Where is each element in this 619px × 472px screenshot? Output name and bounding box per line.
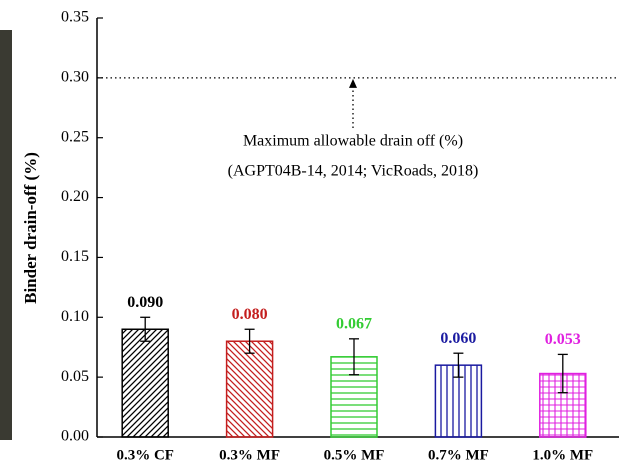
y-tick-label: 0.20 (61, 188, 89, 205)
x-tick-label: 0.3% CF (116, 447, 174, 463)
y-tick-label: 0.10 (61, 308, 89, 325)
x-tick-label: 0.3% MF (219, 447, 280, 463)
bar (122, 329, 168, 437)
y-axis-label: Binder drain-off (%) (21, 152, 40, 304)
x-tick-label: 1.0% MF (532, 447, 593, 463)
y-tick-label: 0.00 (61, 428, 89, 445)
arrow-head (349, 79, 357, 88)
bar (227, 341, 273, 437)
y-tick-label: 0.15 (61, 248, 89, 265)
value-label: 0.067 (336, 316, 372, 333)
y-tick-label: 0.30 (61, 69, 89, 86)
y-tick-label: 0.35 (61, 9, 89, 26)
photo-edge (0, 30, 12, 440)
value-label: 0.060 (440, 330, 476, 347)
value-label: 0.053 (545, 331, 581, 348)
x-tick-label: 0.7% MF (428, 447, 489, 463)
value-label: 0.080 (232, 306, 268, 323)
value-label: 0.090 (127, 294, 163, 311)
page: {"chart_data": {"type": "bar", "y_label"… (0, 0, 619, 472)
annotation-text: (AGPT04B-14, 2014; VicRoads, 2018) (228, 163, 479, 180)
x-tick-label: 0.5% MF (324, 447, 385, 463)
y-tick-label: 0.25 (61, 128, 89, 145)
annotation-text: Maximum allowable drain off (%) (243, 133, 463, 150)
chart: Binder drain-off (%) 0.00 0.05 0.10 0.15 0.2… (0, 0, 619, 472)
y-tick-label: 0.05 (61, 368, 89, 385)
